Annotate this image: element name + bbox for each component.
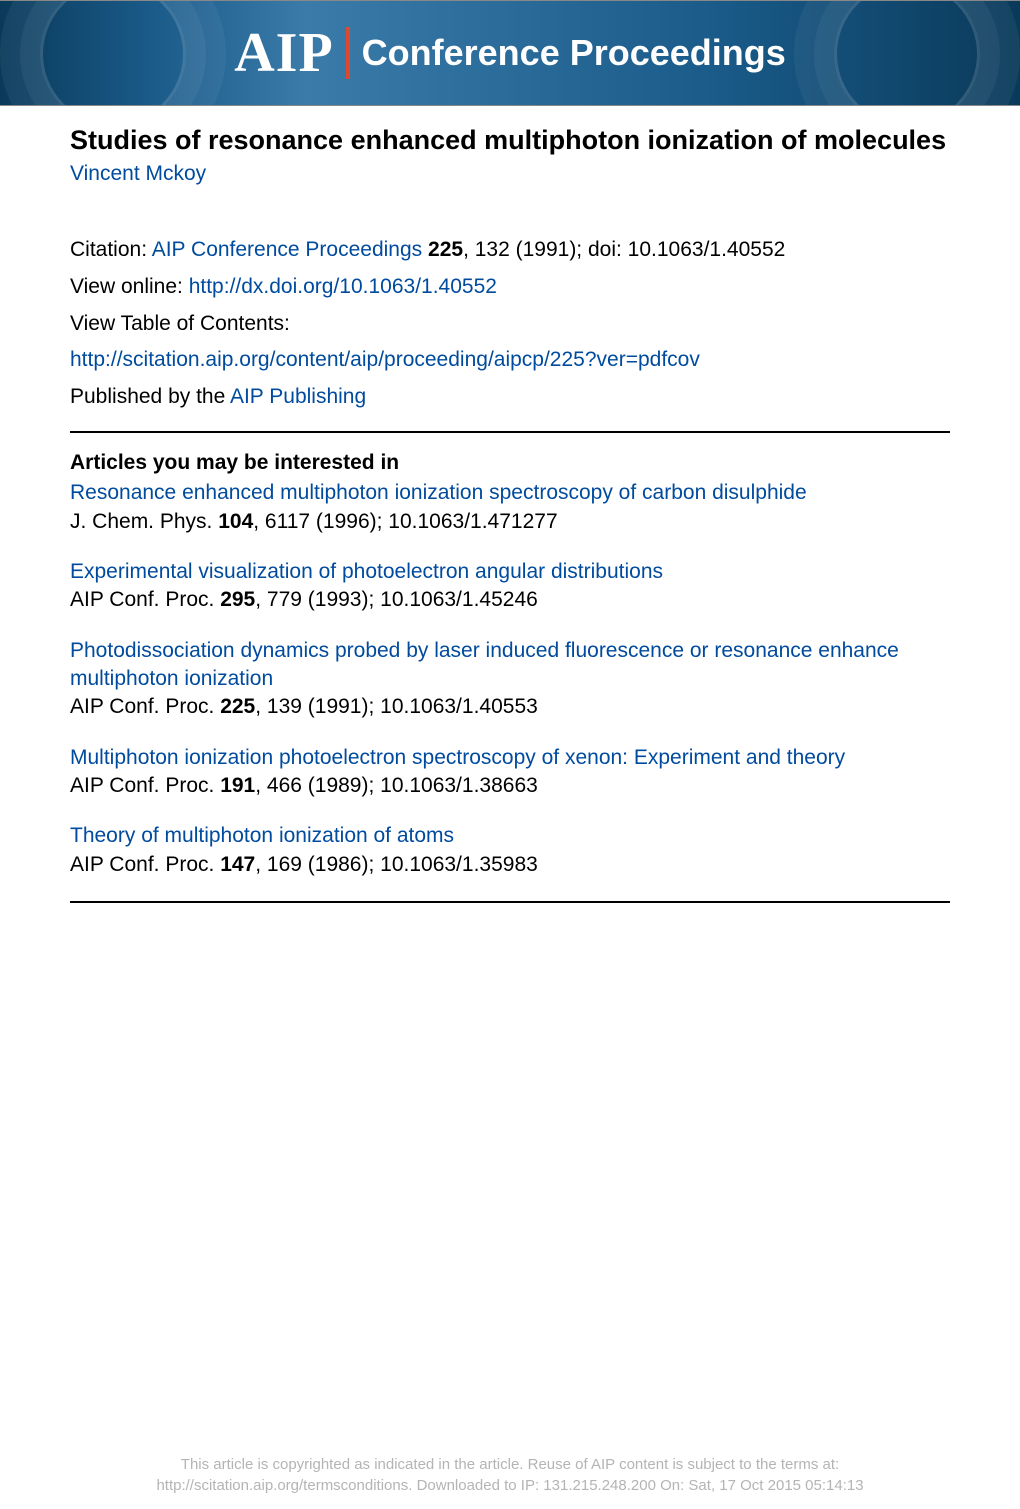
related-item: Theory of multiphoton ionization of atom… xyxy=(70,822,950,879)
copyright-footer: This article is copyrighted as indicated… xyxy=(0,1454,1020,1498)
footer-line1: This article is copyrighted as indicated… xyxy=(20,1454,1000,1476)
related-item: Experimental visualization of photoelect… xyxy=(70,558,950,615)
banner-divider xyxy=(346,27,350,79)
divider-rule xyxy=(70,431,950,433)
related-vol: 225 xyxy=(220,695,255,718)
view-online-line: View online: http://dx.doi.org/10.1063/1… xyxy=(70,271,950,304)
related-rest: , 466 (1989); 10.1063/1.38663 xyxy=(255,774,538,797)
related-meta: AIP Conf. Proc. 225, 139 (1991); 10.1063… xyxy=(70,693,950,721)
related-vol: 147 xyxy=(220,853,255,876)
related-vol: 295 xyxy=(220,588,255,611)
related-title-link[interactable]: Experimental visualization of photoelect… xyxy=(70,558,950,586)
related-meta: AIP Conf. Proc. 295, 779 (1993); 10.1063… xyxy=(70,586,950,614)
related-meta: AIP Conf. Proc. 191, 466 (1989); 10.1063… xyxy=(70,772,950,800)
related-item: Multiphoton ionization photoelectron spe… xyxy=(70,744,950,801)
related-vol: 104 xyxy=(218,510,253,533)
related-rest: , 6117 (1996); 10.1063/1.471277 xyxy=(253,510,557,533)
related-vol: 191 xyxy=(220,774,255,797)
citation-line: Citation: AIP Conference Proceedings 225… xyxy=(70,234,950,267)
toc-label: View Table of Contents: xyxy=(70,308,950,341)
published-line: Published by the AIP Publishing xyxy=(70,381,950,414)
related-journal: J. Chem. Phys. xyxy=(70,510,218,533)
related-title-link[interactable]: Photodissociation dynamics probed by las… xyxy=(70,637,950,694)
related-journal: AIP Conf. Proc. xyxy=(70,695,220,718)
article-meta: Citation: AIP Conference Proceedings 225… xyxy=(70,234,950,413)
citation-label: Citation: xyxy=(70,238,152,261)
footer-line2: http://scitation.aip.org/termsconditions… xyxy=(20,1475,1000,1497)
related-journal: AIP Conf. Proc. xyxy=(70,588,220,611)
related-rest: , 779 (1993); 10.1063/1.45246 xyxy=(255,588,538,611)
aip-logo-text: AIP xyxy=(234,21,333,85)
related-item: Photodissociation dynamics probed by las… xyxy=(70,637,950,722)
publisher-banner: AIP Conference Proceedings xyxy=(0,0,1020,106)
citation-rest: , 132 (1991); doi: 10.1063/1.40552 xyxy=(463,238,785,261)
publisher-link[interactable]: AIP Publishing xyxy=(230,385,366,408)
related-meta: J. Chem. Phys. 104, 6117 (1996); 10.1063… xyxy=(70,508,950,536)
author-link[interactable]: Vincent Mckoy xyxy=(70,162,950,186)
related-journal: AIP Conf. Proc. xyxy=(70,774,220,797)
related-meta: AIP Conf. Proc. 147, 169 (1986); 10.1063… xyxy=(70,851,950,879)
toc-link[interactable]: http://scitation.aip.org/content/aip/pro… xyxy=(70,348,700,371)
article-content: Studies of resonance enhanced multiphoto… xyxy=(0,106,1020,903)
related-rest: , 169 (1986); 10.1063/1.35983 xyxy=(255,853,538,876)
citation-volume: 225 xyxy=(428,238,463,261)
related-title-link[interactable]: Theory of multiphoton ionization of atom… xyxy=(70,822,950,850)
divider-rule xyxy=(70,901,950,903)
banner-logo-group: AIP Conference Proceedings xyxy=(234,21,786,85)
citation-journal-link[interactable]: AIP Conference Proceedings xyxy=(152,238,422,261)
banner-label: Conference Proceedings xyxy=(362,32,786,74)
view-online-label: View online: xyxy=(70,275,189,298)
related-journal: AIP Conf. Proc. xyxy=(70,853,220,876)
related-title-link[interactable]: Multiphoton ionization photoelectron spe… xyxy=(70,744,950,772)
doi-link[interactable]: http://dx.doi.org/10.1063/1.40552 xyxy=(189,275,497,298)
related-item: Resonance enhanced multiphoton ionizatio… xyxy=(70,479,950,536)
article-title: Studies of resonance enhanced multiphoto… xyxy=(70,122,950,158)
related-heading: Articles you may be interested in xyxy=(70,451,950,475)
related-rest: , 139 (1991); 10.1063/1.40553 xyxy=(255,695,538,718)
published-label: Published by the xyxy=(70,385,230,408)
related-title-link[interactable]: Resonance enhanced multiphoton ionizatio… xyxy=(70,479,950,507)
